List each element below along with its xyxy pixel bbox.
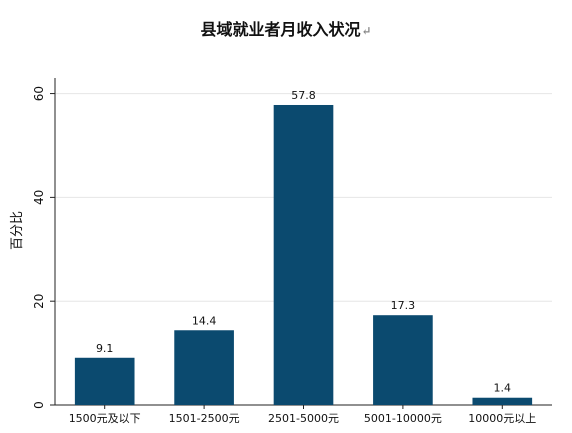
- data-label: 9.1: [96, 342, 114, 355]
- x-tick-label: 5001-10000元: [364, 412, 442, 425]
- x-tick-label: 10000元以上: [468, 412, 536, 425]
- data-label: 57.8: [291, 89, 316, 102]
- data-label: 1.4: [494, 382, 512, 395]
- x-tick-label: 2501-5000元: [268, 412, 339, 425]
- bar: [74, 357, 135, 405]
- x-tick-label: 1500元及以下: [69, 412, 141, 425]
- y-tick-label: 40: [32, 190, 46, 205]
- bar: [373, 315, 433, 405]
- y-tick-label: 0: [32, 401, 46, 409]
- y-tick-label: 20: [32, 294, 46, 309]
- chart-title: 县域就业者月收入状况↵: [200, 20, 372, 39]
- bar: [472, 397, 533, 405]
- data-label: 17.3: [391, 299, 416, 312]
- data-label: 14.4: [192, 314, 217, 327]
- x-tick-label: 1501-2500元: [169, 412, 240, 425]
- bar: [174, 330, 234, 405]
- bar: [273, 104, 334, 405]
- paragraph-mark-icon: ↵: [361, 24, 372, 38]
- y-tick-label: 60: [32, 86, 46, 101]
